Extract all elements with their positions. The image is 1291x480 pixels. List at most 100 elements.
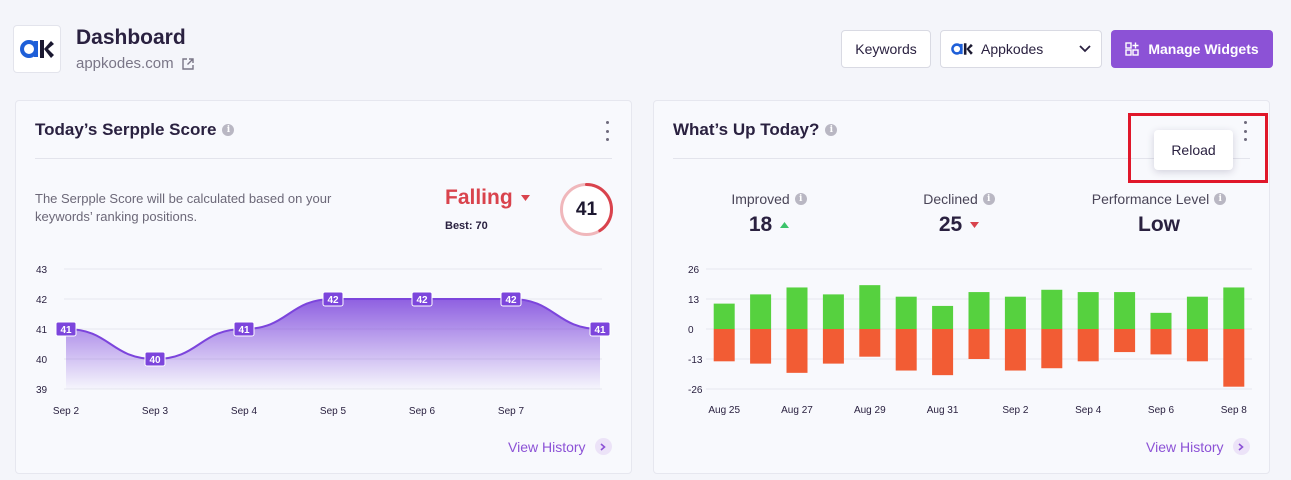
declined-bar bbox=[1004, 329, 1026, 371]
improved-bar bbox=[859, 285, 881, 329]
page-title: Dashboard bbox=[76, 26, 186, 49]
data-point bbox=[411, 291, 433, 307]
stat-label: Improved bbox=[731, 191, 790, 207]
caret-up-icon bbox=[780, 222, 790, 228]
improved-bar bbox=[1004, 296, 1026, 329]
stat-value: 18 bbox=[748, 213, 773, 236]
improved-bar bbox=[1114, 292, 1136, 329]
stat-declined: Declined i 25 bbox=[904, 191, 1014, 237]
info-icon[interactable]: i bbox=[222, 124, 235, 136]
declined-bar bbox=[750, 329, 772, 364]
score-description: The Serpple Score will be calculated bas… bbox=[35, 191, 332, 224]
data-point bbox=[589, 321, 611, 337]
serpple-score-title: Today’s Serpple Score bbox=[35, 120, 217, 139]
y-tick-label: 0 bbox=[688, 325, 694, 336]
more-options-icon[interactable] bbox=[1240, 121, 1250, 141]
declined-bar bbox=[1150, 329, 1172, 355]
x-tick-label: Aug 29 bbox=[854, 405, 886, 416]
divider bbox=[35, 158, 612, 159]
score-area bbox=[66, 299, 600, 389]
stat-improved: Improved i 18 bbox=[714, 191, 824, 237]
y-tick-label: -26 bbox=[688, 385, 703, 396]
trend-label: Falling bbox=[445, 186, 513, 209]
data-label: 42 bbox=[416, 295, 428, 306]
site-url[interactable]: appkodes.com bbox=[76, 55, 174, 72]
info-icon[interactable]: i bbox=[1214, 193, 1227, 205]
more-options-icon[interactable] bbox=[602, 121, 612, 141]
highlight-annotation bbox=[1128, 113, 1268, 183]
chevron-right-icon[interactable] bbox=[1232, 438, 1250, 455]
card-title: Today’s Serpple Score i bbox=[35, 120, 235, 140]
stat-label: Declined bbox=[923, 191, 978, 207]
app-logo bbox=[13, 25, 61, 73]
improved-bar bbox=[1150, 312, 1172, 329]
improved-bar bbox=[713, 303, 735, 329]
keywords-button[interactable]: Keywords bbox=[841, 30, 931, 68]
info-icon[interactable]: i bbox=[825, 124, 838, 136]
declined-bar bbox=[786, 329, 808, 373]
x-tick-label: Sep 8 bbox=[1221, 405, 1248, 416]
score-line-chart: 43 42 41 40 39 41 40 41 42 42 42 41 Sep 2 Sep 3 Sep 4 S… bbox=[36, 265, 611, 417]
info-icon[interactable]: i bbox=[982, 193, 995, 205]
data-point bbox=[500, 291, 522, 307]
improved-bar bbox=[1041, 289, 1063, 329]
improved-bar bbox=[968, 292, 990, 329]
trend-status: Falling bbox=[445, 186, 530, 210]
improved-bar bbox=[822, 294, 844, 329]
view-history-link[interactable]: View History bbox=[1146, 438, 1250, 455]
improved-bar bbox=[1186, 296, 1208, 329]
appkodes-logo-icon bbox=[951, 43, 973, 55]
view-history-label[interactable]: View History bbox=[508, 438, 586, 455]
manage-widgets-label: Manage Widgets bbox=[1148, 41, 1259, 57]
stat-performance-level: Performance Level i Low bbox=[1084, 191, 1234, 237]
view-history-link[interactable]: View History bbox=[508, 438, 612, 455]
declined-bar bbox=[1114, 329, 1136, 353]
declined-bar bbox=[1186, 329, 1208, 362]
page-header: Dashboard appkodes.com Keywords Appkodes… bbox=[0, 0, 1291, 100]
x-tick-label: Aug 25 bbox=[708, 405, 740, 416]
widgets-icon bbox=[1125, 42, 1140, 56]
y-tick-label: 39 bbox=[36, 385, 48, 396]
data-point bbox=[144, 351, 166, 367]
chevron-right-icon[interactable] bbox=[594, 438, 612, 455]
score-value: 41 bbox=[575, 198, 598, 220]
data-label: 41 bbox=[60, 325, 72, 336]
y-tick-label: 40 bbox=[36, 355, 48, 366]
improved-bar bbox=[786, 287, 808, 329]
x-tick-label: Sep 6 bbox=[409, 406, 436, 417]
divider bbox=[673, 158, 1250, 159]
appkodes-logo-icon bbox=[20, 40, 54, 58]
x-tick-label: Sep 2 bbox=[53, 406, 80, 417]
caret-down-icon bbox=[520, 195, 530, 201]
reload-menu-item[interactable]: Reload bbox=[1154, 130, 1233, 170]
improved-bar bbox=[750, 294, 772, 329]
external-link-icon[interactable] bbox=[181, 57, 194, 70]
declined-bar bbox=[1041, 329, 1063, 369]
site-link[interactable]: appkodes.com bbox=[76, 55, 194, 72]
info-icon[interactable]: i bbox=[794, 193, 807, 205]
view-history-label[interactable]: View History bbox=[1146, 438, 1224, 455]
declined-bar bbox=[822, 329, 844, 364]
improved-bar bbox=[1223, 287, 1245, 329]
declined-bar bbox=[1223, 329, 1245, 387]
data-point bbox=[322, 291, 344, 307]
x-tick-label: Sep 7 bbox=[498, 406, 525, 417]
serpple-score-card: Today’s Serpple Score i The Serpple Scor… bbox=[15, 100, 632, 474]
manage-widgets-button[interactable]: Manage Widgets bbox=[1111, 30, 1273, 68]
chevron-down-icon[interactable] bbox=[1079, 45, 1091, 53]
x-tick-label: Sep 3 bbox=[142, 406, 169, 417]
y-tick-label: 26 bbox=[688, 265, 700, 276]
improved-bar bbox=[1077, 292, 1099, 329]
project-select[interactable]: Appkodes bbox=[940, 30, 1102, 68]
ranking-changes-bar-chart: 26 13 0 -13 -26 Aug 25 Aug 27 Aug 29 Aug 31 Sep 2… bbox=[688, 265, 1252, 416]
y-tick-label: 41 bbox=[36, 325, 48, 336]
declined-bar bbox=[1077, 329, 1099, 362]
declined-bar bbox=[713, 329, 735, 362]
data-label: 41 bbox=[238, 325, 250, 336]
x-tick-label: Sep 4 bbox=[1075, 405, 1102, 416]
caret-down-icon bbox=[970, 222, 980, 228]
x-tick-label: Sep 4 bbox=[231, 406, 258, 417]
stat-label: Performance Level bbox=[1091, 191, 1210, 207]
card-title: What’s Up Today? i bbox=[673, 120, 838, 140]
y-tick-label: 13 bbox=[688, 295, 700, 306]
